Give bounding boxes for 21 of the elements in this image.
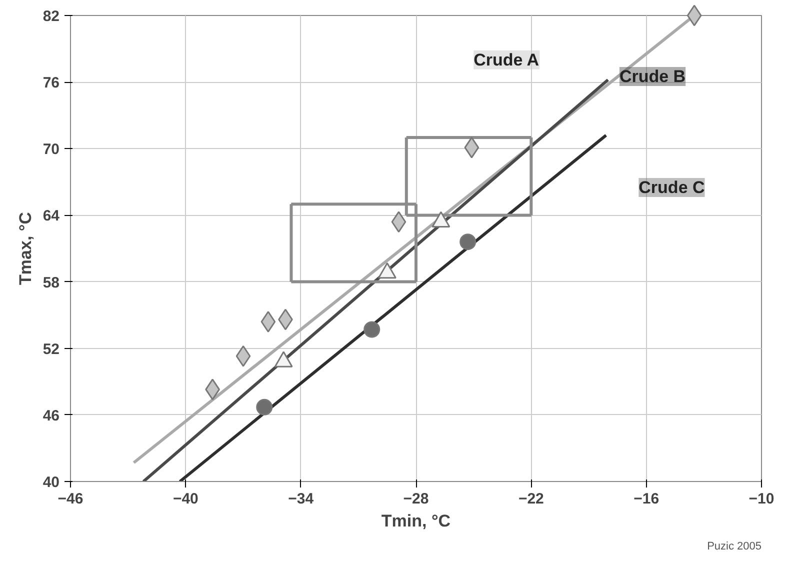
x-tick-label: −40 xyxy=(172,490,198,508)
x-axis-title: Tmin, °C xyxy=(381,512,451,530)
x-tick-label: −46 xyxy=(58,490,84,508)
series-label: Crude B xyxy=(619,67,686,86)
y-axis-title: Tmax, °C xyxy=(16,212,35,285)
y-tick-label: 76 xyxy=(42,74,60,92)
x-tick-label: −28 xyxy=(403,490,429,508)
y-tick-label: 58 xyxy=(42,274,60,292)
x-tick-label: −10 xyxy=(748,490,774,508)
x-tick-label: −22 xyxy=(518,490,544,508)
y-tick-label: 70 xyxy=(42,141,60,158)
y-tick-label: 82 xyxy=(42,8,60,25)
y-tick-label: 40 xyxy=(42,474,60,491)
text: Crude C xyxy=(638,178,705,197)
x-tick-label: −34 xyxy=(288,490,314,508)
y-tick-label: 52 xyxy=(42,340,60,358)
y-tick-label: 46 xyxy=(42,407,60,424)
y-tick-label: 64 xyxy=(42,208,60,225)
x-tick-label: −16 xyxy=(634,490,660,508)
text: Crude A xyxy=(474,50,540,70)
text: Puzic 2005 xyxy=(707,540,762,552)
